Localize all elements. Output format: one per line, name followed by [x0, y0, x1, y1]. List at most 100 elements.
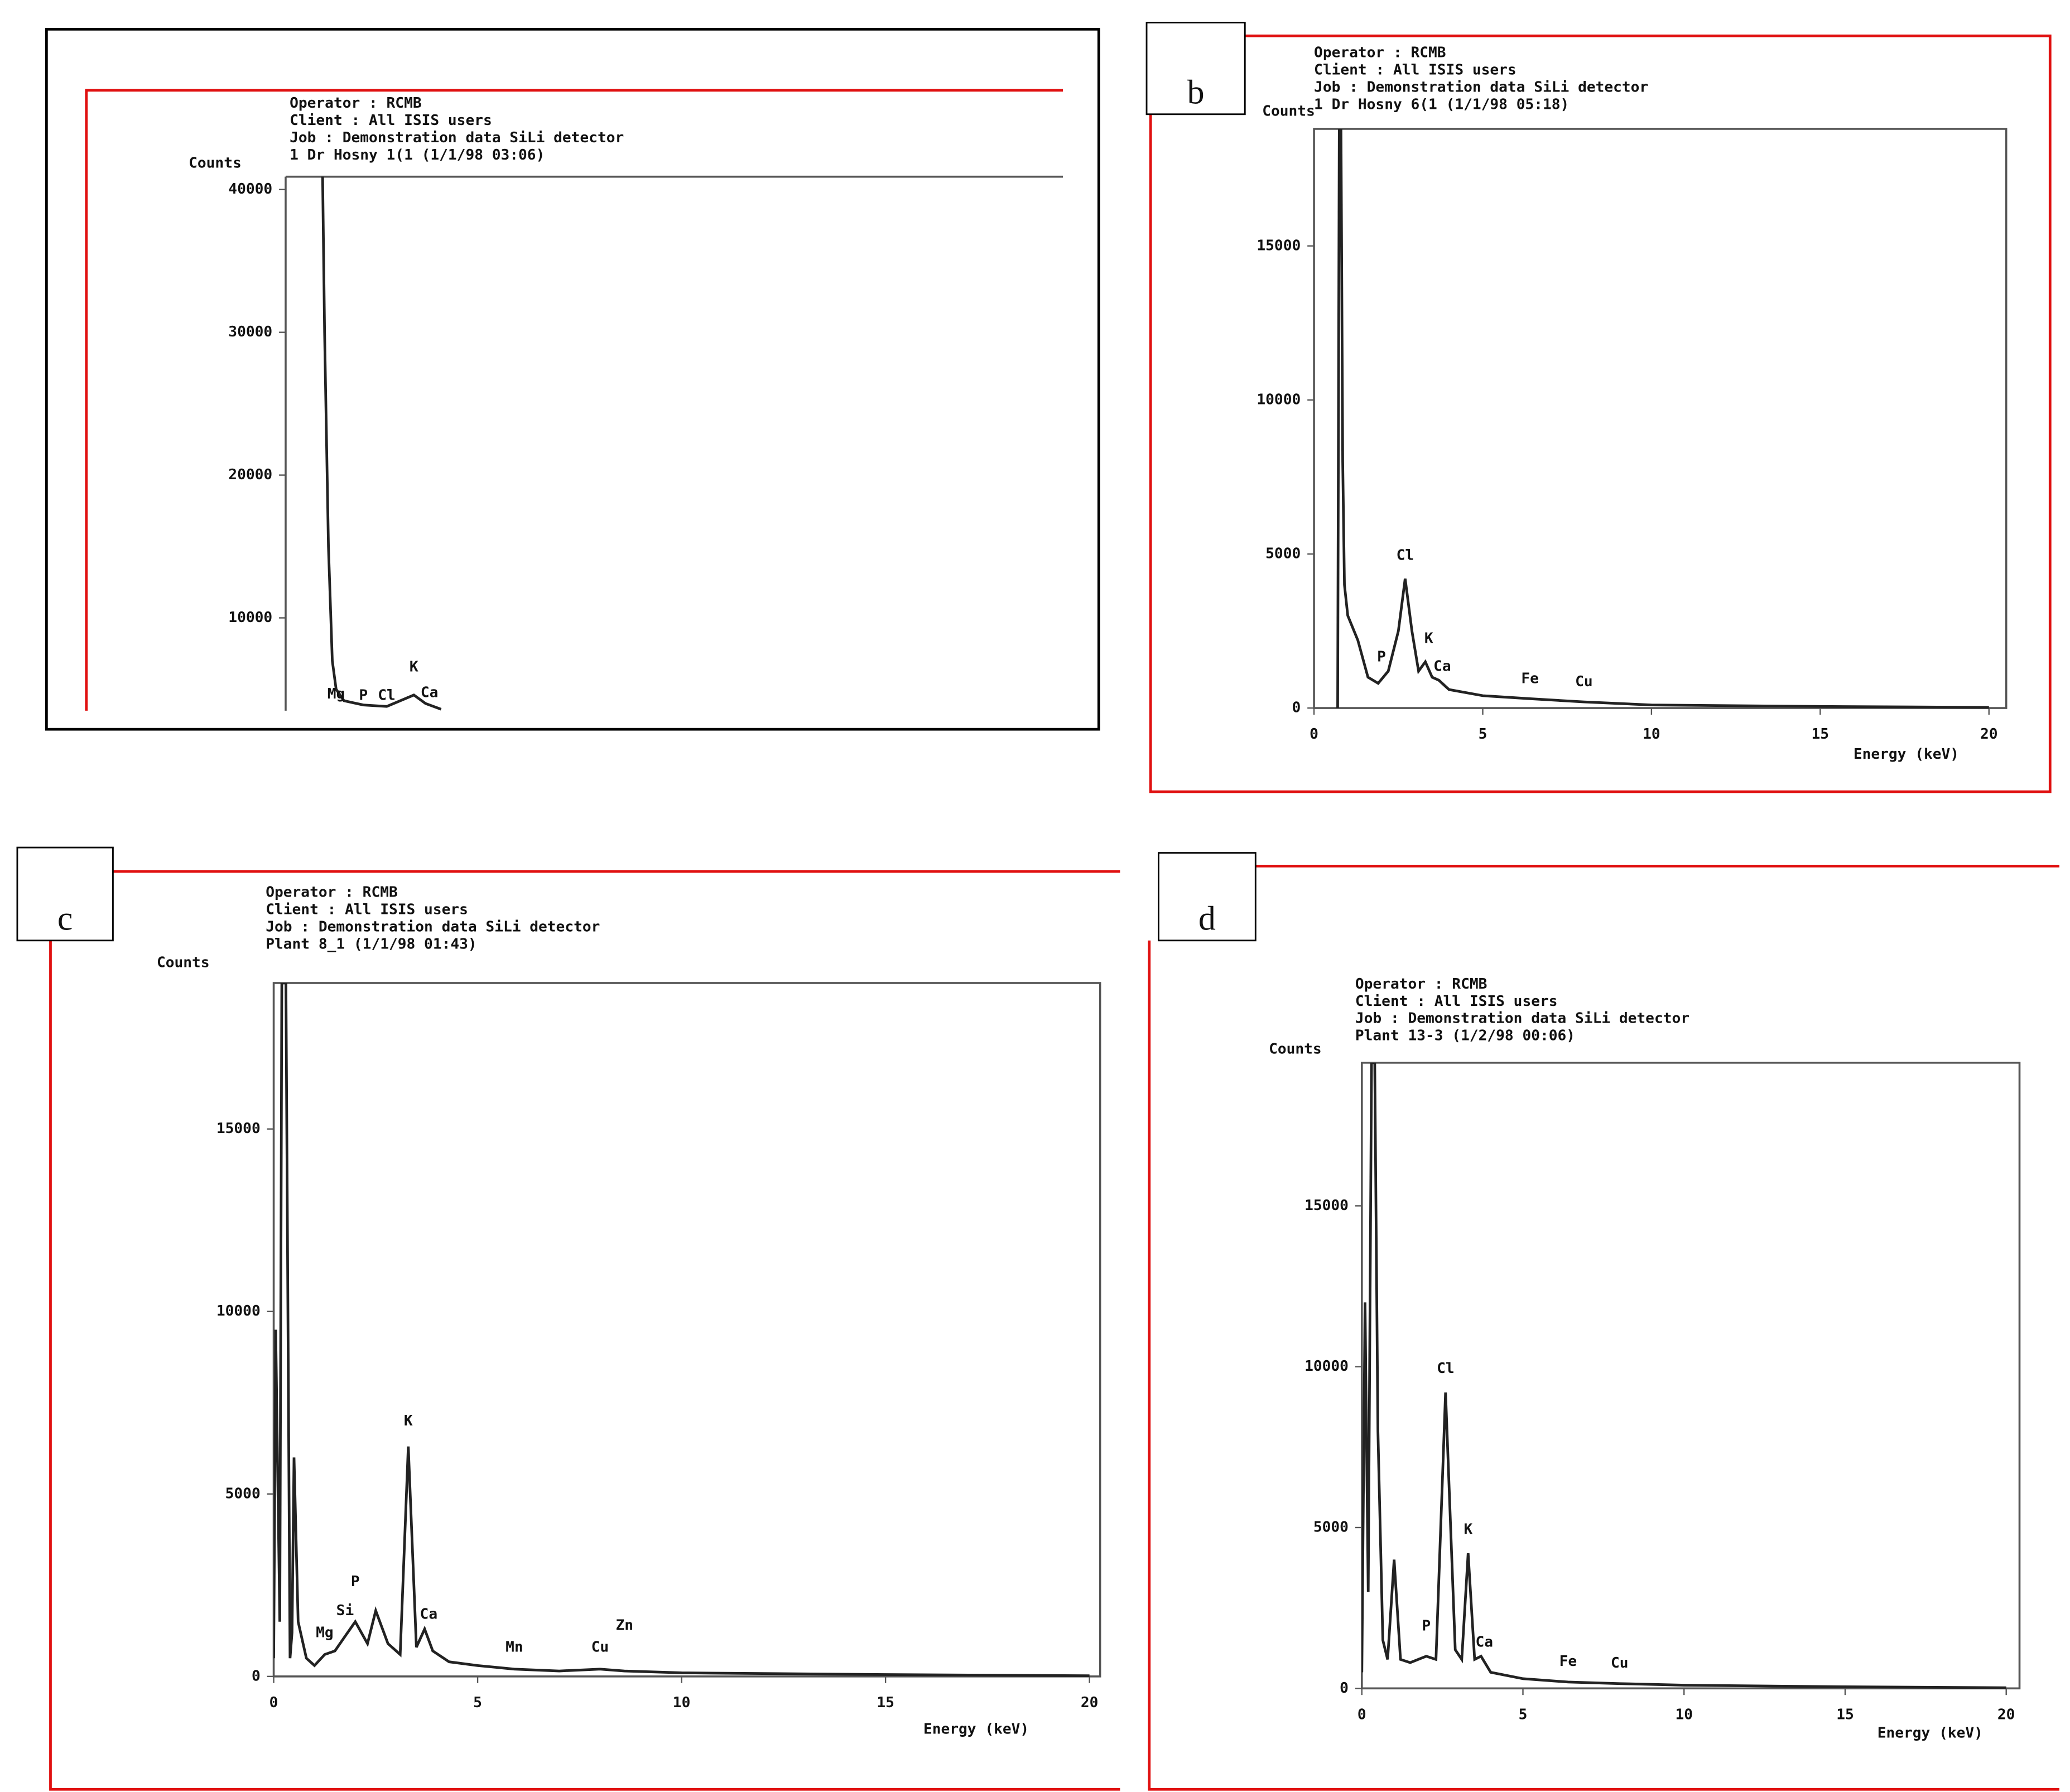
panel-b-frame [1149, 34, 2052, 793]
peak-label: K [1424, 630, 1433, 647]
y-tick-label: 5000 [225, 1485, 261, 1502]
y-axis-label: Counts [189, 155, 242, 171]
x-tick-label: 10 [673, 1694, 691, 1711]
header-line: Client : All ISIS users [266, 902, 468, 918]
panel-label: b [1187, 74, 1205, 112]
x-tick-label: 5 [1519, 1706, 1528, 1723]
x-tick-label: 0 [269, 1694, 278, 1711]
y-axis-label: Counts [1262, 103, 1315, 120]
peak-label: Fe [1521, 670, 1539, 687]
panel-a-frame [45, 28, 1100, 731]
x-tick-label: 5 [473, 1694, 482, 1711]
panel-a-red-frame [85, 89, 1063, 711]
header-line: Job : Demonstration data SiLi detector [266, 918, 600, 935]
plot-frame [1313, 128, 2008, 709]
header-line: Client : All ISIS users [290, 112, 492, 129]
x-tick-label: 20 [1980, 726, 1998, 743]
header-line: Plant 13-3 (1/2/98 00:06) [1355, 1028, 1575, 1044]
peak-label: Fe [1559, 1653, 1577, 1670]
header-line: Operator : RCMB [1314, 45, 1446, 61]
x-tick-label: 20 [1997, 1706, 2015, 1723]
spectrum-line [273, 982, 1090, 1678]
x-axis-label: Energy (keV) [923, 1721, 1029, 1738]
peak-label: Cu [1575, 673, 1593, 690]
peak-label: K [410, 658, 418, 675]
header-line: Operator : RCMB [266, 884, 398, 901]
x-tick-label: 10 [1643, 726, 1660, 743]
x-tick-label: 15 [1812, 726, 1830, 743]
x-tick-label: 0 [1310, 726, 1318, 743]
y-tick-label: 40000 [228, 181, 272, 197]
peak-label: Cu [591, 1639, 609, 1656]
spectrum-line [1336, 128, 1989, 709]
header-line: Job : Demonstration data SiLi detector [1355, 1010, 1689, 1027]
spectrum-line [321, 176, 442, 711]
y-tick-label: 10000 [216, 1303, 261, 1319]
header-line: Operator : RCMB [290, 95, 422, 112]
plot-frame [1361, 1062, 2021, 1690]
x-tick-label: 15 [877, 1694, 894, 1711]
peak-label: K [404, 1413, 413, 1429]
panel-d-frame [1148, 940, 2059, 1791]
x-tick-label: 5 [1479, 726, 1487, 743]
y-tick-label: 0 [1340, 1680, 1349, 1697]
peak-label: Cu [1611, 1655, 1629, 1671]
y-tick-label: 10000 [228, 609, 272, 626]
panel-label: c [57, 900, 73, 938]
x-tick-label: 15 [1836, 1706, 1854, 1723]
peak-label: K [1464, 1521, 1472, 1538]
header-line: Plant 8_1 (1/1/98 01:43) [266, 936, 476, 952]
y-tick-label: 0 [1292, 700, 1301, 716]
peak-label: Cl [1437, 1360, 1455, 1377]
panel-label-box [1145, 22, 1246, 115]
peak-label: Cl [1397, 547, 1414, 564]
header-line: Operator : RCMB [1355, 976, 1487, 993]
y-tick-label: 10000 [1304, 1358, 1349, 1375]
header-line: Client : All ISIS users [1355, 993, 1558, 1010]
peak-label: Mg [328, 686, 345, 702]
peak-label: P [1422, 1617, 1431, 1634]
y-tick-label: 20000 [228, 466, 272, 483]
peak-label: Ca [1475, 1634, 1493, 1650]
header-line: Client : All ISIS users [1314, 62, 1517, 79]
peak-label: Si [336, 1602, 354, 1619]
y-tick-label: 0 [252, 1668, 261, 1684]
peak-label: P [1377, 649, 1386, 666]
y-tick-label: 30000 [228, 324, 272, 340]
peak-label: Ca [420, 1606, 438, 1623]
x-tick-label: 10 [1675, 1706, 1693, 1723]
y-tick-label: 15000 [216, 1120, 261, 1137]
header-line: Job : Demonstration data SiLi detector [290, 129, 624, 146]
x-axis-label: Energy (keV) [1878, 1725, 1983, 1742]
y-tick-label: 5000 [1265, 545, 1301, 562]
x-tick-label: 20 [1081, 1694, 1099, 1711]
header-line: 1 Dr Hosny 6(1 (1/1/98 05:18) [1314, 97, 1569, 113]
spectrum-line [1361, 1062, 2006, 1689]
panel-label-box [1158, 852, 1257, 942]
y-axis-label: Counts [157, 955, 210, 971]
y-tick-label: 10000 [1257, 391, 1301, 408]
panel-frames [45, 28, 2059, 1791]
y-tick-label: 5000 [1313, 1519, 1349, 1535]
y-tick-label: 15000 [1257, 237, 1301, 254]
x-axis-label: Energy (keV) [1854, 746, 1959, 763]
header-line: Job : Demonstration data SiLi detector [1314, 79, 1648, 96]
peak-label: Cl [378, 687, 396, 704]
header-line: 1 Dr Hosny 1(1 (1/1/98 03:06) [290, 147, 545, 163]
panel-c-frame [49, 940, 1120, 1791]
y-axis-label: Counts [1269, 1041, 1322, 1058]
x-tick-label: 0 [1357, 1706, 1366, 1723]
peak-label: Ca [1433, 658, 1451, 675]
peak-label: P [351, 1573, 360, 1590]
y-tick-label: 15000 [1304, 1197, 1349, 1214]
panel-label: d [1198, 900, 1216, 938]
peak-label: P [359, 687, 368, 704]
panel-label-box [16, 846, 114, 942]
plot-frame [272, 982, 1101, 1678]
peak-label: Ca [421, 685, 439, 701]
